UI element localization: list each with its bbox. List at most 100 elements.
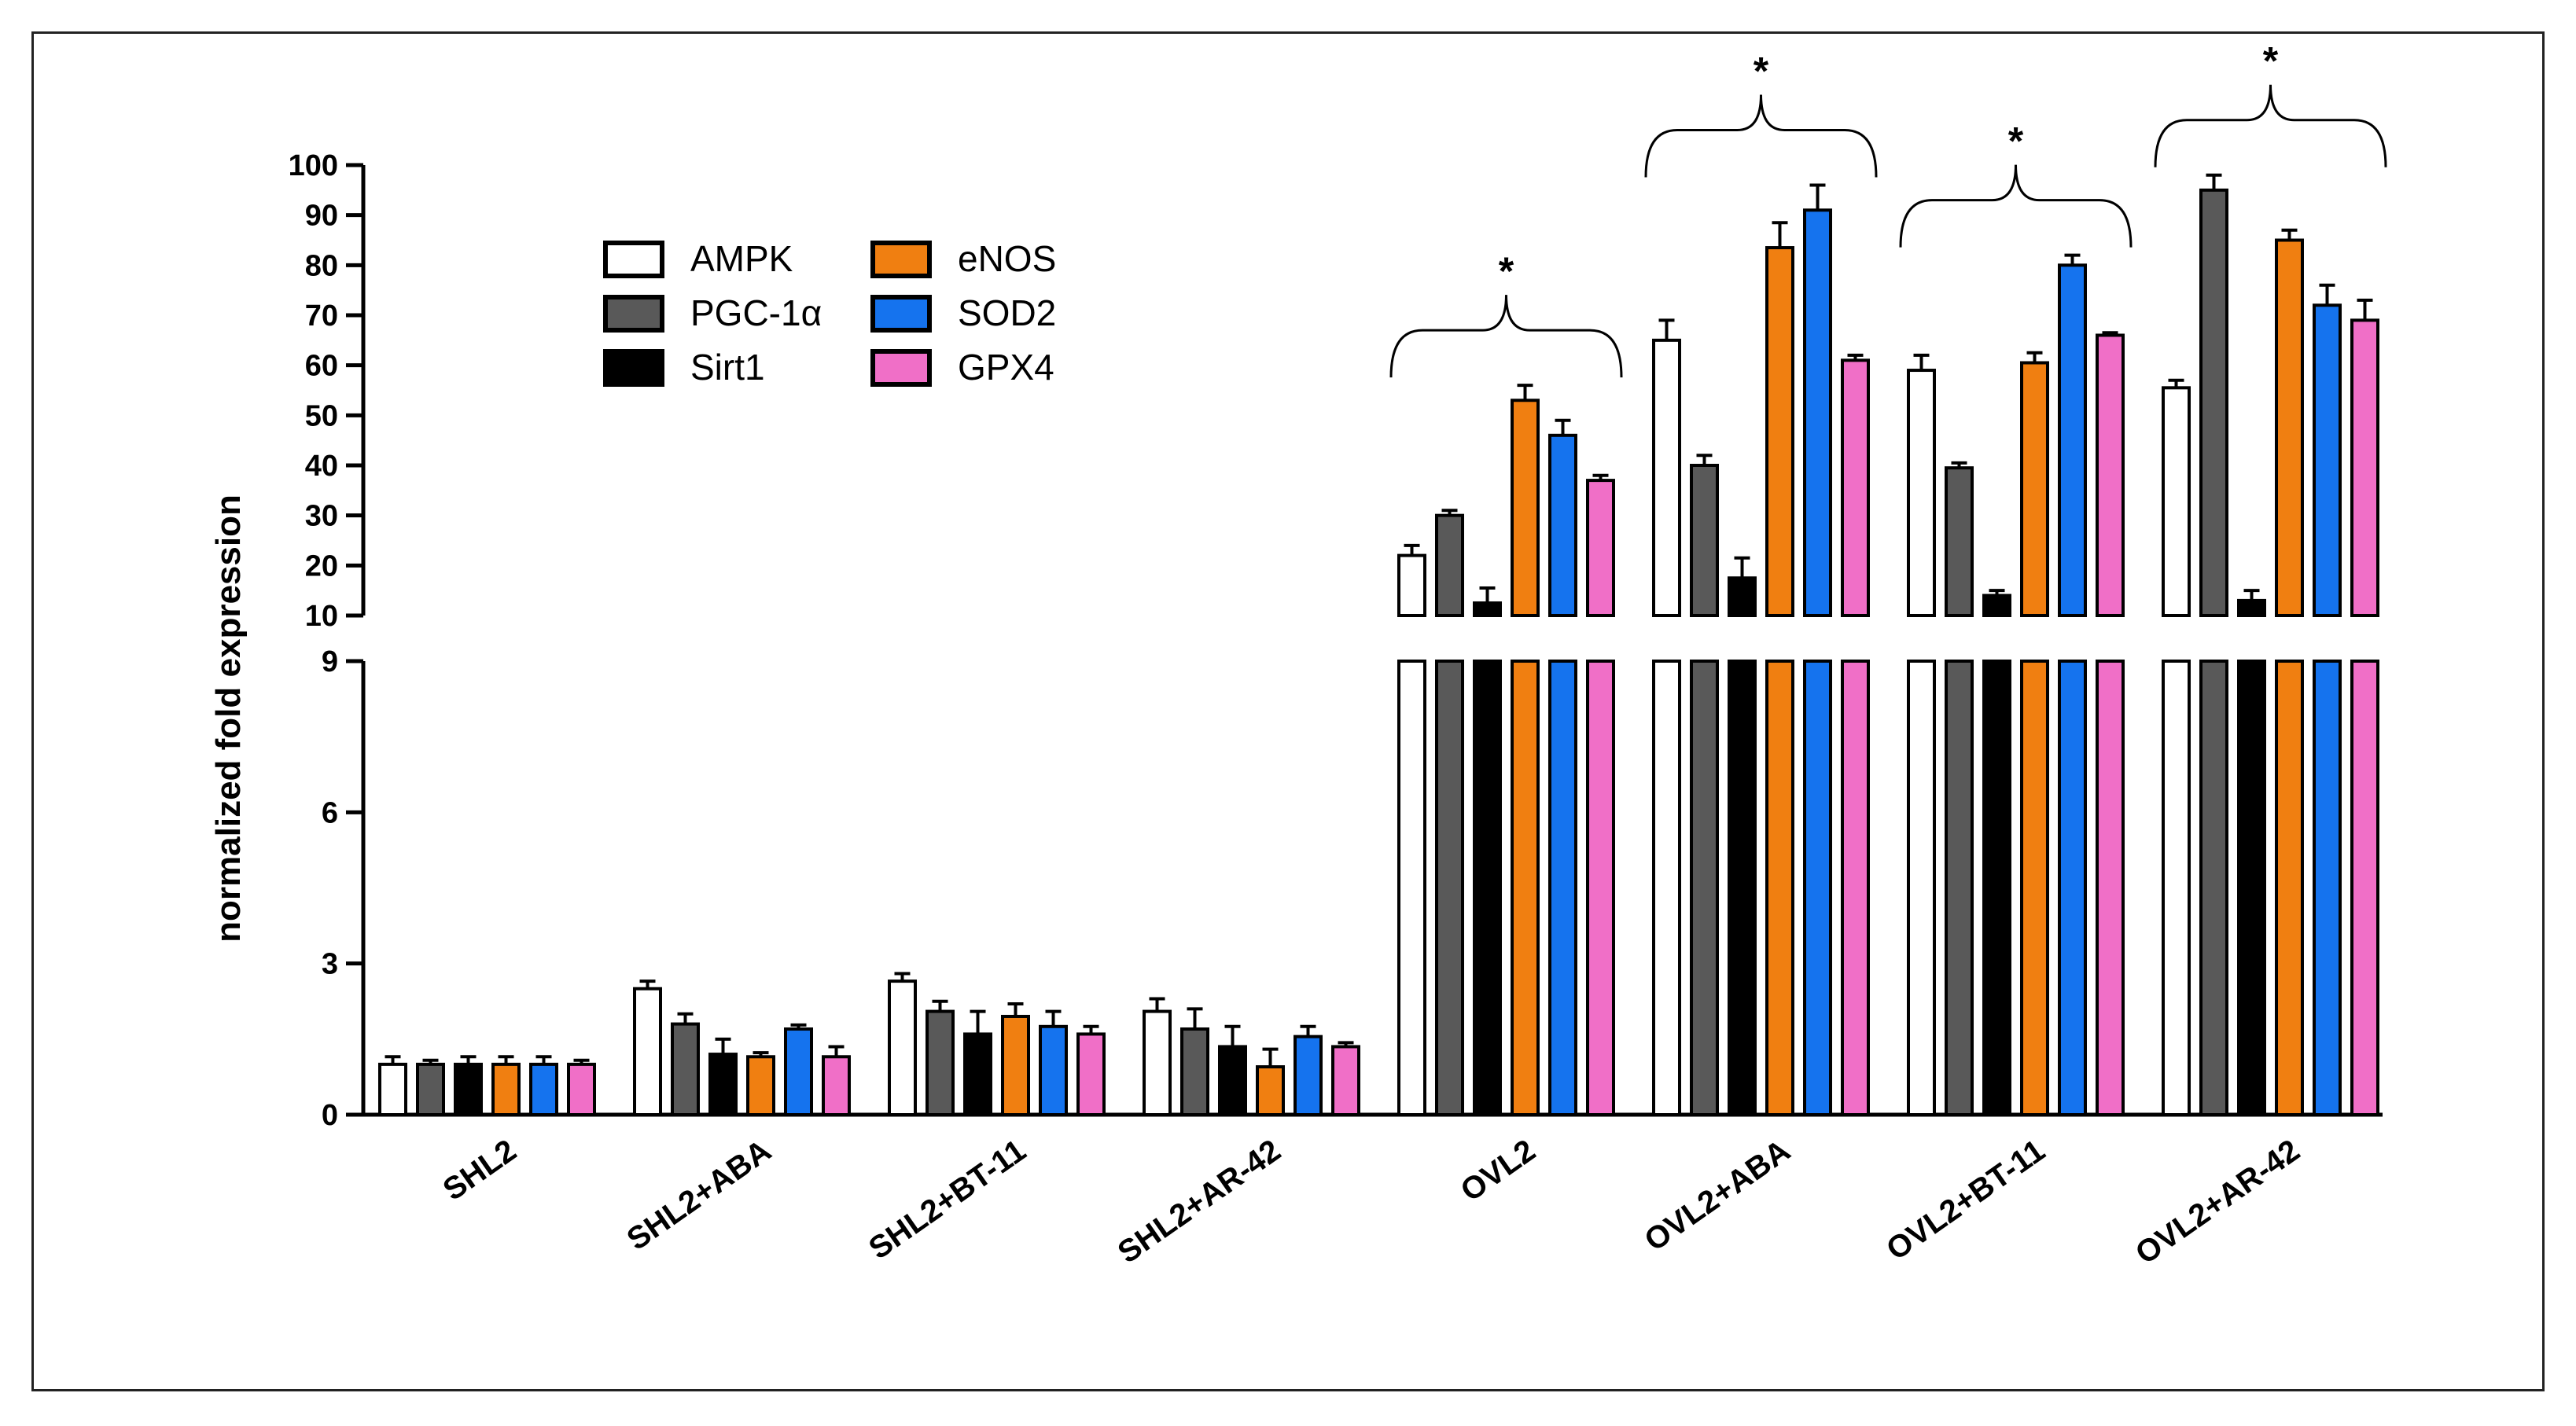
x-tick-label: OVL2 [1455,1133,1542,1208]
bar [1765,246,1794,617]
bar [2162,386,2191,617]
legend-label: SOD2 [958,292,1056,333]
significance-bracket [1899,164,2133,248]
bar [1803,660,1832,1116]
legend-label: PGC-1α [690,292,822,333]
bar [822,1055,851,1116]
legend-swatch [603,295,664,333]
bar [2096,660,2125,1116]
x-tick-label: SHL2+AR-42 [1112,1133,1287,1270]
bar [2058,660,2087,1116]
bar [1001,1014,1030,1116]
bar [1473,660,1502,1116]
legend-label: GPX4 [958,347,1054,388]
bar [1473,601,1502,617]
bar [1331,1045,1360,1116]
legend-swatch [870,241,932,278]
bar [1039,1024,1068,1116]
legend-swatch [870,349,932,387]
bar [2162,660,2191,1116]
y-tick-label: 50 [305,399,338,432]
bar [1945,660,1974,1116]
bar [1765,660,1794,1116]
bar [888,979,917,1117]
y-tick-label: 40 [305,450,338,483]
bar [2313,303,2342,617]
legend-swatch [603,349,664,387]
bar [567,1062,596,1117]
y-tick-label: 90 [305,200,338,233]
y-tick-label: 80 [305,249,338,282]
legend-label: eNOS [958,238,1056,279]
y-tick-label: 3 [322,948,338,981]
bar [2199,660,2228,1116]
bar [2350,318,2379,617]
significance-star: * [2008,119,2024,164]
bar [1803,208,1832,617]
bar [926,1009,955,1117]
y-tick-label: 0 [322,1099,338,1132]
bar [2237,660,2266,1116]
bar [2275,238,2304,617]
bar [1690,464,1719,617]
bar [1397,553,1426,617]
axis-break-gap [366,623,2386,653]
bar [1982,660,2011,1116]
significance-star: * [1499,249,1514,293]
y-axis-label: normalized fold expression [209,494,248,943]
significance-star: * [1754,49,1769,93]
bar [416,1062,445,1117]
bar [1435,660,1464,1116]
significance-bracket [1644,94,1878,178]
bar [784,1027,813,1116]
bar [454,1062,483,1117]
bar [1548,660,1577,1116]
bar [1690,660,1719,1116]
bar [1728,660,1757,1116]
bar [746,1055,775,1116]
bar [1728,576,1757,617]
legend-label: Sirt1 [690,347,765,388]
bar [2199,188,2228,618]
significance-star: * [2263,39,2279,83]
bar [1397,660,1426,1116]
bar [1548,433,1577,617]
bar [378,1062,407,1117]
bar [1256,1065,1285,1117]
bar [2020,361,2049,617]
bar [2058,263,2087,617]
x-tick-label: SHL2+ABA [621,1133,778,1257]
figure-frame [31,31,2545,1391]
y-tick-label: 30 [305,500,338,533]
bar [1435,513,1464,618]
bar [2275,660,2304,1116]
x-tick-label: OVL2+ABA [1639,1133,1797,1258]
bar [1982,594,2011,617]
bar [2313,660,2342,1116]
bar [1907,369,1936,617]
significance-bracket [1389,295,1623,378]
x-tick-label: OVL2+BT-11 [1880,1133,2051,1267]
bar [1652,660,1681,1116]
x-tick-label: OVL2+AR-42 [2129,1133,2306,1271]
bar [491,1062,521,1117]
x-tick-label: SHL2+BT-11 [863,1133,1032,1266]
bar [1511,660,1540,1116]
y-tick-label: 10 [305,600,338,633]
y-tick-label: 70 [305,300,338,333]
y-tick-label: 20 [305,549,338,583]
bar [1294,1035,1323,1117]
bar [2237,598,2266,618]
significance-bracket [2154,84,2387,167]
bar [2020,660,2049,1116]
bar [529,1062,558,1117]
y-tick-label: 6 [322,796,338,829]
bar [1143,1009,1172,1117]
bar [1511,399,1540,617]
bar [1841,660,1870,1116]
bar [1076,1032,1106,1117]
bar [1586,660,1615,1116]
bar [963,1032,992,1117]
y-tick-label: 100 [289,149,338,182]
